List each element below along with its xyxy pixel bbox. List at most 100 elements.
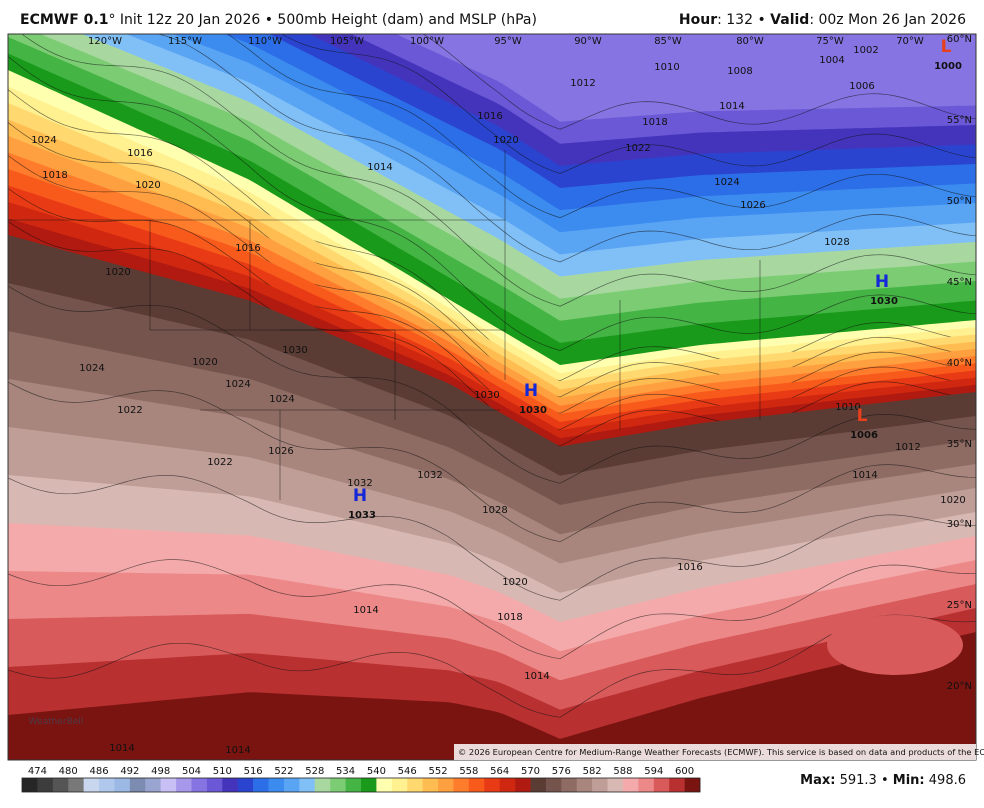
isobar-label: 1012 [895, 442, 920, 453]
latitude-label: 35°N [947, 439, 972, 450]
colorbar-tick-label: 492 [120, 766, 139, 777]
hour-label: Hour [678, 12, 718, 28]
colorbar-frame [21, 777, 701, 793]
longitude-label: 70°W [896, 36, 924, 47]
colorbar-tick-label: 594 [644, 766, 663, 777]
valid-label: Valid [770, 12, 810, 28]
isobar-line [227, 34, 976, 219]
colorbar-swatch [237, 778, 254, 792]
colorbar-swatch [68, 778, 84, 792]
isobar-line [8, 56, 976, 351]
latitude-label: 45°N [947, 277, 972, 288]
colorbar-tick-label: 582 [583, 766, 602, 777]
colorbar-swatch [607, 778, 624, 792]
init: ° Init 12z 20 Jan 2026 • 500mb Height (d… [108, 12, 537, 28]
colorbar-swatch [576, 778, 593, 792]
valid-value: : 00z Mon 26 Jan 2026 [809, 12, 966, 28]
isobar-label: 1020 [192, 357, 217, 368]
isobar-label: 1020 [940, 495, 965, 506]
longitude-label: 90°W [574, 36, 602, 47]
longitude-label: 110°W [248, 36, 282, 47]
latitude-label: 30°N [947, 519, 972, 530]
colorbar-swatch [638, 778, 655, 792]
valid-time: Hour: 132 • Valid: 00z Mon 26 Jan 2026 [679, 12, 966, 28]
colorbar-swatch [561, 778, 578, 792]
colorbar-swatch [145, 778, 161, 792]
colorbar-tick-label: 480 [59, 766, 78, 777]
longitude-label: 115°W [168, 36, 202, 47]
isobar-line [8, 285, 976, 484]
colorbar-tick-label: 498 [151, 766, 170, 777]
colorbar-swatch [622, 778, 639, 792]
colorbar-tick-label: 528 [305, 766, 324, 777]
isobar-label: 1026 [740, 200, 765, 211]
colorbar-tick-label: 522 [274, 766, 293, 777]
colorbar: 474 480 486 492 498 504 510 516 522 528 534 540 546 5… [21, 766, 701, 793]
isobar-label: 1014 [852, 470, 877, 481]
longitude-label: 120°W [88, 36, 122, 47]
colorbar-swatch [653, 778, 670, 792]
latitude-label: 40°N [947, 358, 972, 369]
copyright-box [454, 744, 976, 760]
center-pressure: 1030 [519, 405, 547, 416]
model: ECMWF 0.1 [20, 12, 109, 28]
colorbar-swatch [52, 778, 69, 792]
isobar-label: 1022 [625, 143, 650, 154]
colorbar-swatch [114, 778, 131, 792]
isobar-label: 1018 [42, 170, 67, 181]
isobar-label: 1002 [853, 45, 878, 56]
colorbar-swatch [515, 778, 531, 792]
isobar-label: 1020 [135, 180, 160, 191]
longitude-label: 95°W [494, 36, 522, 47]
colorbar-swatch [22, 778, 38, 792]
colorbar-swatch [314, 778, 331, 792]
colorbar-tick-label: 510 [213, 766, 232, 777]
isobar-label: 1032 [347, 478, 372, 489]
center-pressure: 1000 [934, 61, 962, 72]
isobar-label: 1014 [109, 743, 134, 754]
isobar-label: 1016 [127, 148, 152, 159]
header: ECMWF 0.1° Init 12z 20 Jan 2026 • 500mb … [0, 0, 984, 34]
colorbar-swatch [160, 778, 177, 792]
colorbar-tick-label: 600 [675, 766, 694, 777]
isobar-line [156, 34, 976, 263]
colorbar-swatch [37, 778, 54, 792]
latitude-label: 50°N [947, 196, 972, 207]
isobar-label: 1006 [849, 81, 874, 92]
isobar-line [280, 34, 976, 174]
colorbar-swatch [407, 778, 423, 792]
colorbar-tick-label: 546 [398, 766, 417, 777]
isobar-label: 1028 [824, 237, 849, 248]
longitude-label: 80°W [736, 36, 764, 47]
stats: Max: 591.3 • Min: 498.6 [800, 773, 966, 788]
isobar-label: 1004 [819, 55, 844, 66]
isobar-label: 1032 [417, 470, 442, 481]
copyright: © 2026 European Centre for Medium-Range … [458, 747, 984, 757]
colorbar-tick-label: 570 [521, 766, 540, 777]
colorbar-swatch [592, 778, 608, 792]
center-letter: H [524, 381, 538, 401]
isobar-line [21, 34, 976, 307]
isobar-label: 1010 [654, 62, 679, 73]
latitude-label: 60°N [947, 34, 972, 45]
isobar-label: 1016 [677, 562, 702, 573]
longitude-label: 105°W [330, 36, 364, 47]
longitude-label: 100°W [410, 36, 444, 47]
logo: WeatherBell [29, 717, 84, 727]
colorbar-swatch [376, 778, 393, 792]
latitude-label: 55°N [947, 115, 972, 126]
colorbar-tick-label: 504 [182, 766, 201, 777]
colorbar-swatch [99, 778, 115, 792]
latitude-label: 25°N [947, 600, 972, 611]
latitude-label: 20°N [947, 681, 972, 692]
longitude-label: 85°W [654, 36, 682, 47]
center-pressure: 1030 [870, 296, 898, 307]
isobar-label: 1012 [570, 78, 595, 89]
isobar-label: 1020 [502, 577, 527, 588]
colorbar-swatch [206, 778, 223, 792]
colorbar-swatch [438, 778, 454, 792]
min-value: 498.6 [929, 773, 966, 788]
isobar-label: 1024 [31, 135, 56, 146]
map-labels: 120°W 115°W 110°W 105°W 100°W 95°W 90°W 85°W 80°… [29, 34, 972, 756]
